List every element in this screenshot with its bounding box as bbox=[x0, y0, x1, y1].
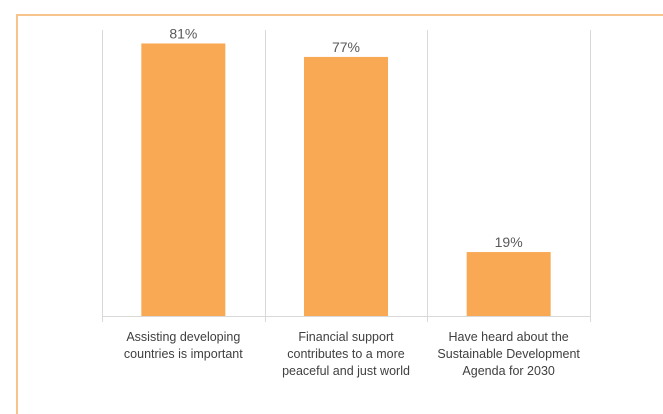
category-label-line: Assisting developing bbox=[126, 330, 241, 344]
category-label-line: Agenda for 2030 bbox=[462, 364, 555, 378]
bars bbox=[141, 43, 551, 316]
data-labels: 81% 77% 19% bbox=[169, 25, 522, 250]
data-label: 77% bbox=[332, 39, 360, 55]
bar bbox=[141, 43, 226, 316]
data-label: 81% bbox=[169, 25, 197, 41]
data-label: 19% bbox=[495, 234, 523, 250]
bar bbox=[466, 252, 551, 316]
category-label: Have heard about the Sustainable Developm… bbox=[429, 329, 589, 380]
category-label: Assisting developing countries is importa… bbox=[103, 329, 263, 363]
category-separators bbox=[102, 30, 591, 322]
chart-frame bbox=[16, 14, 663, 414]
category-label-line: Sustainable Development bbox=[437, 347, 580, 361]
category-label-line: Have heard about the bbox=[448, 330, 569, 344]
category-label-line: peaceful and just world bbox=[282, 364, 410, 378]
category-label-line: contributes to a more bbox=[287, 347, 405, 361]
category-label-line: Financial support bbox=[298, 330, 394, 344]
bar-chart: 81% 77% 19% bbox=[102, 25, 591, 322]
category-label-line: countries is important bbox=[123, 347, 243, 361]
category-label: Financial support contributes to a more pe… bbox=[266, 329, 426, 380]
bar bbox=[304, 56, 388, 316]
